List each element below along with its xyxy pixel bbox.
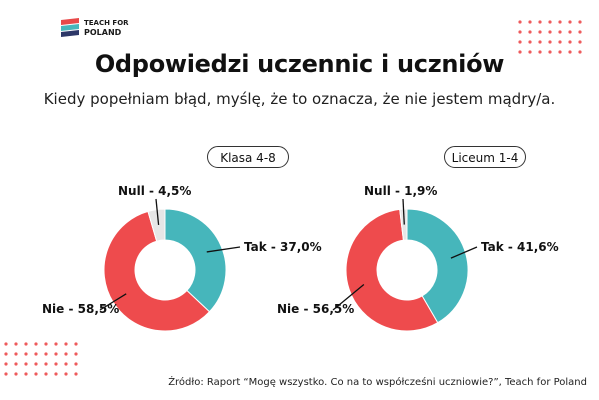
decor-dot — [578, 40, 582, 44]
decor-dot — [54, 372, 58, 376]
label-nie: Nie - 56,5% — [277, 302, 354, 316]
page-subtitle: Kiedy popełniam błąd, myślę, że to oznac… — [43, 90, 556, 108]
decor-dot — [528, 20, 532, 24]
decor-dot — [44, 372, 48, 376]
decor-dot — [568, 20, 572, 24]
decor-dot — [74, 372, 78, 376]
decor-dot — [558, 20, 562, 24]
slice-nie — [103, 210, 211, 332]
decor-dot — [568, 40, 572, 44]
decor-dot — [538, 20, 542, 24]
dot-grid-bottom-left — [4, 342, 78, 376]
decor-dot — [548, 50, 552, 54]
decor-dot — [74, 342, 78, 346]
logo-line-1: TEACH FOR — [84, 19, 129, 27]
decor-dot — [14, 352, 18, 356]
decor-dot — [54, 352, 58, 356]
decor-dot — [64, 362, 68, 366]
leader-tak — [450, 246, 478, 259]
decor-dot — [568, 30, 572, 34]
decor-dot — [4, 362, 8, 366]
decor-dot — [518, 50, 522, 54]
label-tak: Tak - 41,6% — [481, 240, 559, 254]
decor-dot — [518, 20, 522, 24]
leader-tak — [206, 246, 241, 253]
decor-dot — [548, 40, 552, 44]
decor-dot — [64, 372, 68, 376]
decor-dot — [54, 362, 58, 366]
decor-dot — [558, 50, 562, 54]
logo-line-2: POLAND — [84, 28, 122, 37]
chart-1-title-pill: Klasa 4-8 — [207, 146, 289, 168]
decor-dot — [34, 372, 38, 376]
decor-dot — [518, 40, 522, 44]
decor-dot — [44, 352, 48, 356]
decor-dot — [4, 372, 8, 376]
decor-dot — [578, 50, 582, 54]
leader-null — [402, 198, 405, 225]
decor-dot — [548, 20, 552, 24]
decor-dot — [568, 50, 572, 54]
decor-dot — [4, 352, 8, 356]
decor-dot — [44, 362, 48, 366]
slice-null — [399, 208, 408, 241]
label-null: Null - 4,5% — [118, 184, 191, 198]
decor-dot — [64, 342, 68, 346]
dot-grid-top-right — [518, 20, 582, 54]
decor-dot — [34, 362, 38, 366]
decor-dot — [538, 50, 542, 54]
decor-dot — [548, 30, 552, 34]
leader-nie — [332, 283, 365, 311]
decor-dot — [14, 372, 18, 376]
label-tak: Tak - 37,0% — [244, 240, 322, 254]
decor-dot — [528, 50, 532, 54]
decor-dot — [14, 342, 18, 346]
decor-dot — [24, 362, 28, 366]
logo-stripes-icon — [61, 18, 79, 37]
page-title: Odpowiedzi uczennic i uczniów — [94, 50, 505, 78]
decor-dot — [528, 30, 532, 34]
decor-dot — [578, 30, 582, 34]
slice-tak — [406, 208, 469, 324]
decor-dot — [24, 372, 28, 376]
donut-chart-klasa: Tak - 37,0% Nie - 58,5% Null - 4,5% — [42, 184, 322, 332]
decor-dot — [558, 40, 562, 44]
leader-null — [155, 198, 160, 226]
decor-dot — [54, 342, 58, 346]
decor-dot — [538, 40, 542, 44]
decor-dot — [44, 342, 48, 346]
label-nie: Nie - 58,5% — [42, 302, 119, 316]
slice-nie — [345, 208, 439, 332]
donut-chart-liceum: Tak - 41,6% Nie - 56,5% Null - 1,9% — [277, 184, 559, 332]
teach-for-poland-logo: TEACH FOR POLAND — [60, 17, 160, 39]
decor-dot — [578, 20, 582, 24]
slice-tak — [164, 208, 227, 313]
decor-dot — [24, 342, 28, 346]
decor-dot — [558, 30, 562, 34]
decor-dot — [4, 342, 8, 346]
label-null: Null - 1,9% — [364, 184, 437, 198]
decor-dot — [74, 362, 78, 366]
decor-dot — [538, 30, 542, 34]
decor-dot — [528, 40, 532, 44]
chart-2-title-pill: Liceum 1-4 — [444, 146, 526, 168]
decor-dot — [14, 362, 18, 366]
decor-dot — [34, 342, 38, 346]
decor-dot — [518, 30, 522, 34]
decor-dot — [74, 352, 78, 356]
decor-dot — [24, 352, 28, 356]
leader-nie — [99, 293, 127, 311]
decor-dot — [34, 352, 38, 356]
slice-null — [147, 208, 166, 242]
source-note: Źródło: Raport “Mogę wszystko. Co na to … — [168, 377, 587, 388]
decor-dot — [64, 352, 68, 356]
